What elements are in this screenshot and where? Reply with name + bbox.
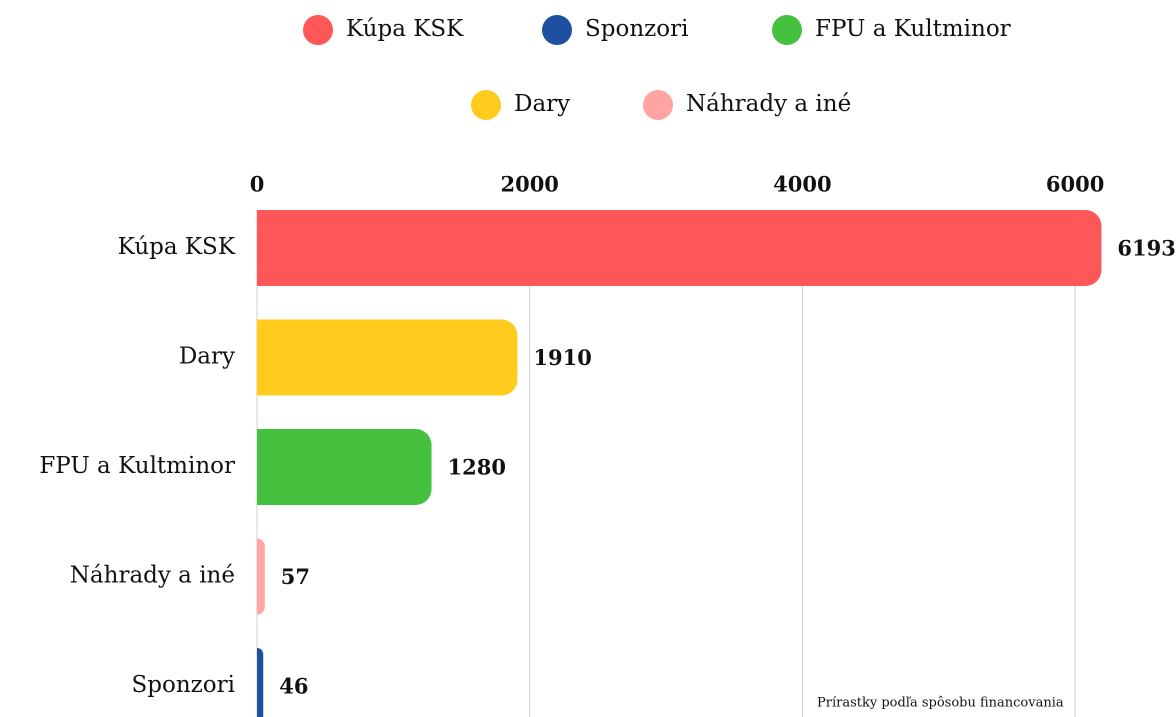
- x-tick-label: 6000: [1046, 172, 1104, 197]
- annotation: Prírastky podľa spôsobu financovania: [817, 696, 1064, 711]
- legend-swatch: [542, 15, 572, 45]
- value-label: 6193: [1117, 236, 1175, 261]
- legend-label: Kúpa KSK: [346, 16, 464, 42]
- bar: [257, 210, 1102, 286]
- x-tick-label: 0: [250, 172, 265, 197]
- x-tick-label: 4000: [773, 172, 831, 197]
- legend-label: Sponzori: [585, 16, 688, 42]
- bar: [257, 319, 518, 396]
- category-label: FPU a Kultminor: [39, 453, 235, 479]
- legend-swatch: [772, 15, 802, 45]
- value-label: 1280: [448, 455, 506, 480]
- category-label: Kúpa KSK: [118, 234, 236, 260]
- legend-label: FPU a Kultminor: [815, 16, 1011, 42]
- legend-label: Náhrady a iné: [686, 91, 851, 117]
- category-label: Dary: [179, 344, 235, 370]
- legend-swatch: [303, 15, 333, 45]
- legend-swatch: [471, 90, 501, 120]
- bar: [257, 429, 432, 505]
- bar: [257, 648, 264, 717]
- value-label: 57: [281, 564, 310, 589]
- value-label: 46: [279, 674, 308, 699]
- category-label: Náhrady a iné: [70, 563, 235, 589]
- x-tick-label: 2000: [500, 172, 558, 197]
- legend-swatch: [643, 90, 673, 120]
- bar: [257, 538, 265, 615]
- value-label: 1910: [533, 345, 591, 370]
- legend-label: Dary: [514, 91, 570, 117]
- category-label: Sponzori: [132, 672, 235, 698]
